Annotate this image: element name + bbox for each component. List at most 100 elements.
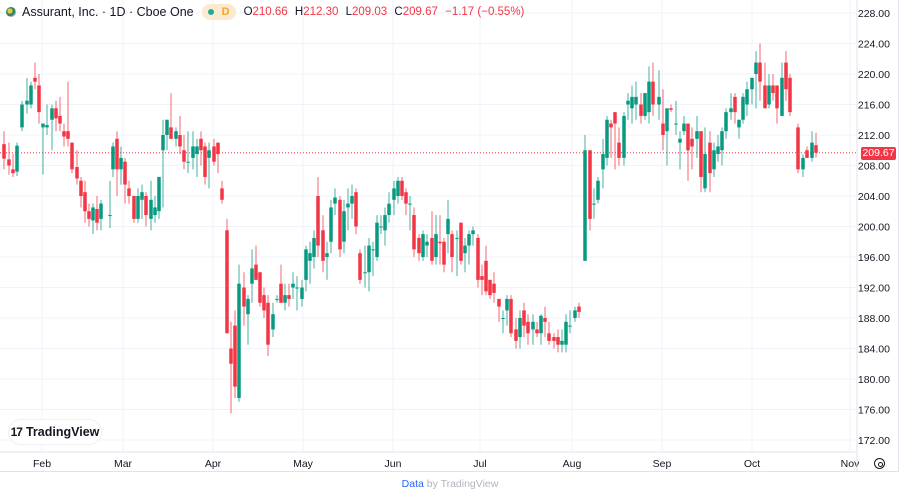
open-label: O <box>243 6 253 18</box>
high-label: H <box>294 6 304 18</box>
candle <box>379 215 383 235</box>
settings-gear-icon[interactable] <box>874 458 885 469</box>
x-axis-tick: May <box>293 458 314 470</box>
candle <box>161 119 165 208</box>
candle <box>408 196 412 231</box>
market-open-dot-icon <box>207 9 214 15</box>
candle <box>392 180 396 216</box>
candle <box>438 215 442 265</box>
candle <box>763 62 767 109</box>
candle <box>657 70 661 120</box>
candle <box>801 154 805 177</box>
candle <box>745 81 749 116</box>
y-axis-tick: 176.00 <box>858 405 890 417</box>
candle <box>651 62 655 116</box>
price-change: −1.17 (−0.55%) <box>445 6 525 18</box>
candle <box>275 295 279 303</box>
candle <box>605 115 609 166</box>
candle <box>262 287 266 318</box>
candle <box>283 283 287 311</box>
market-status-pill[interactable]: D <box>201 4 236 20</box>
candle <box>737 119 741 139</box>
candle <box>371 241 375 277</box>
candle <box>526 314 530 345</box>
candle <box>518 310 522 349</box>
candle <box>346 188 350 231</box>
candle <box>686 123 690 181</box>
candle <box>501 310 505 334</box>
candle <box>630 85 634 124</box>
candle <box>207 142 211 189</box>
low-value: 209.03 <box>352 6 388 18</box>
low-label: L <box>345 6 353 18</box>
candle <box>622 112 626 166</box>
candle <box>237 264 241 402</box>
candle <box>568 310 572 334</box>
candle <box>178 115 182 155</box>
y-axis-tick: 196.00 <box>858 252 890 264</box>
candlestick-chart[interactable]: 228.00 224.00 220.00 216.00 212.00 208.00 204.… <box>0 0 900 472</box>
close-label: C <box>394 6 403 18</box>
candle <box>647 66 651 124</box>
candle <box>430 211 434 265</box>
candle <box>123 157 127 204</box>
footer-attribution: Data by TradingView <box>0 478 900 490</box>
candle <box>203 142 207 185</box>
tradingview-logo-text: TradingView <box>25 425 100 439</box>
candle <box>669 104 673 113</box>
candle <box>350 184 354 219</box>
candle <box>45 104 49 135</box>
candle <box>535 321 539 338</box>
candle <box>674 100 678 135</box>
candle <box>814 132 818 158</box>
candle <box>665 108 669 166</box>
candle <box>363 245 367 288</box>
candle <box>312 230 316 269</box>
candle <box>505 295 509 326</box>
x-axis-tick: Nov <box>841 458 860 470</box>
interval-badge: D <box>221 6 230 18</box>
candle <box>33 62 37 90</box>
candle <box>7 142 11 175</box>
candle <box>488 279 492 299</box>
candle <box>111 142 115 177</box>
candle <box>634 81 638 120</box>
candle <box>417 234 421 261</box>
candle <box>20 100 24 132</box>
candle <box>254 245 258 280</box>
candle <box>325 241 329 280</box>
candle <box>784 51 788 101</box>
data-link[interactable]: Data <box>401 478 424 490</box>
candle <box>661 89 665 151</box>
candle <box>144 192 148 227</box>
candle <box>547 321 551 345</box>
candle <box>2 131 6 170</box>
candle <box>271 302 275 338</box>
candle <box>62 123 66 147</box>
candle <box>455 230 459 277</box>
x-axis-tick: Oct <box>744 458 760 470</box>
candle <box>108 180 112 229</box>
symbol-title[interactable]: Assurant, Inc. · 1D · Cboe One <box>22 5 194 19</box>
candle <box>216 142 220 174</box>
candle <box>754 51 758 109</box>
y-axis-tick: 192.00 <box>858 283 890 295</box>
candle <box>617 127 621 166</box>
candle <box>225 218 229 334</box>
candle <box>758 43 762 101</box>
chart-frame <box>0 0 899 472</box>
candle <box>338 196 342 257</box>
y-axis-tick: 212.00 <box>858 130 890 142</box>
candle <box>54 100 58 132</box>
candle <box>588 150 592 231</box>
candle <box>136 188 140 223</box>
tradingview-logo[interactable]: 17 TradingView <box>9 420 101 444</box>
y-axis-tick: 180.00 <box>858 374 890 386</box>
candle <box>788 74 792 116</box>
candle <box>810 131 814 162</box>
candle <box>583 135 587 261</box>
candle <box>295 276 299 311</box>
candle <box>58 96 62 132</box>
candle <box>153 196 157 223</box>
x-axis-tick: Apr <box>205 458 222 470</box>
